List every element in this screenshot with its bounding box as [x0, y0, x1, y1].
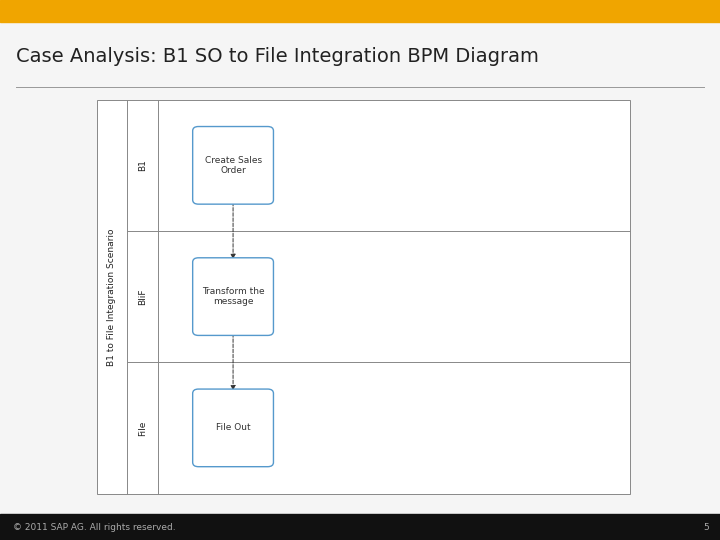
- Text: Transform the
message: Transform the message: [202, 287, 264, 306]
- Text: Case Analysis: B1 SO to File Integration BPM Diagram: Case Analysis: B1 SO to File Integration…: [16, 47, 539, 66]
- FancyBboxPatch shape: [193, 389, 274, 467]
- Text: B1: B1: [138, 159, 147, 171]
- FancyBboxPatch shape: [193, 126, 274, 204]
- Text: 5: 5: [703, 523, 709, 531]
- Text: File Out: File Out: [216, 423, 251, 433]
- Text: BIiF: BIiF: [138, 288, 147, 305]
- Text: B1 to File Integration Scenario: B1 to File Integration Scenario: [107, 228, 117, 366]
- Text: © 2011 SAP AG. All rights reserved.: © 2011 SAP AG. All rights reserved.: [13, 523, 176, 531]
- FancyBboxPatch shape: [193, 258, 274, 335]
- Text: Create Sales
Order: Create Sales Order: [204, 156, 261, 175]
- Text: File: File: [138, 421, 147, 436]
- Bar: [0, 0, 720, 22]
- Bar: [0, 514, 720, 540]
- Bar: [97, 100, 630, 494]
